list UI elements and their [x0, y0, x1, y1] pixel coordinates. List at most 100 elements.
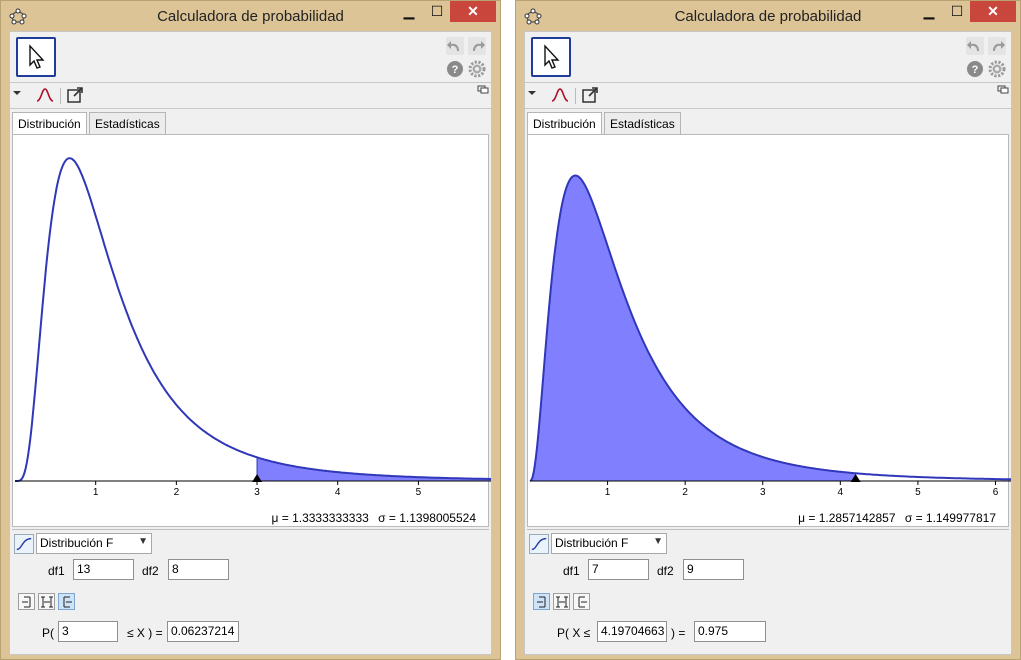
probability-result-field[interactable]: 0.975 — [694, 621, 766, 642]
export-icon[interactable] — [579, 84, 601, 106]
upper-bound-field[interactable]: 4.19704663 — [597, 621, 667, 642]
undo-icon[interactable] — [966, 37, 984, 55]
left-sided-button[interactable] — [533, 593, 550, 610]
move-tool-button[interactable] — [531, 37, 571, 77]
param2-label: df2 — [657, 564, 674, 578]
shaded-probability-area — [530, 175, 856, 481]
x-tick-label: 3 — [760, 487, 766, 498]
tab-estadisticas[interactable]: Estadísticas — [89, 112, 166, 134]
probability-result-field[interactable]: 0.06237214 — [167, 621, 239, 642]
df1-field[interactable]: 13 — [73, 559, 134, 580]
settings-gear-icon[interactable] — [468, 60, 486, 78]
distribution-plot-panel: 1 2 3 4 5 μ = 1.3333333333 σ = 1.1398005524 — [12, 134, 491, 527]
sd-value: σ = 1.149977817 — [904, 511, 996, 525]
distribution-select-value: Distribución F — [40, 536, 114, 550]
right-interval-icon — [63, 596, 72, 608]
svg-text:?: ? — [452, 64, 459, 76]
two-sided-interval-icon — [556, 596, 568, 608]
probability-calculator-window-right: Calculadora de probabilidad ▁ ☐ ✕ ? — [515, 0, 1021, 660]
geogebra-icon — [524, 8, 542, 25]
left-interval-icon — [537, 596, 546, 608]
distribution-select-value: Distribución F — [555, 536, 629, 550]
x-tick-label: 1 — [93, 487, 99, 498]
lower-bound-field[interactable]: 3 — [58, 621, 118, 642]
window-title: Calculadora de probabilidad — [674, 8, 862, 25]
close-button[interactable]: ✕ — [970, 1, 1016, 22]
right-interval-icon — [578, 596, 587, 608]
dock-icon[interactable] — [997, 84, 1009, 96]
x-tick-label: 2 — [682, 487, 688, 498]
cursor-arrow-icon — [29, 44, 45, 69]
menu-dropdown-icon[interactable] — [10, 84, 24, 106]
density-curve — [529, 174, 1011, 482]
tab-estadisticas[interactable]: Estadísticas — [604, 112, 681, 134]
param2-label: df2 — [142, 564, 159, 578]
statistics-readout: μ = 1.3333333333 σ = 1.1398005524 — [265, 511, 476, 525]
left-interval-icon — [22, 596, 31, 608]
export-icon[interactable] — [64, 84, 86, 106]
move-tool-button[interactable] — [16, 37, 56, 77]
cursor-arrow-icon — [544, 44, 560, 69]
df1-field[interactable]: 7 — [588, 559, 649, 580]
chevron-down-icon: ▼ — [653, 536, 663, 547]
mean-value: μ = 1.2857142857 — [798, 511, 896, 525]
x-tick-label: 5 — [915, 487, 921, 498]
x-tick-label: 6 — [993, 487, 999, 498]
x-tick-label: 4 — [335, 487, 341, 498]
x-tick-label: 3 — [254, 487, 260, 498]
f-distribution-chart: 1 2 3 4 5 — [15, 157, 491, 498]
tab-distribucion[interactable]: Distribución — [527, 112, 602, 135]
help-icon[interactable]: ? — [966, 60, 984, 78]
probability-calculator-window-left: Calculadora de probabilidad ▁ ☐ ✕ ? — [0, 0, 501, 660]
window-client: ? Distribución Estadísticas 1 2 3 4 5 6 — [524, 31, 1012, 655]
maximize-button[interactable]: ☐ — [950, 3, 964, 19]
df2-field[interactable]: 8 — [168, 559, 229, 580]
probability-operator: ) = — [671, 626, 686, 640]
param1-label: df1 — [48, 564, 65, 578]
mean-value: μ = 1.3333333333 — [271, 511, 369, 525]
bound-marker — [850, 474, 861, 482]
distribution-select[interactable]: Distribución F ▼ — [36, 533, 152, 554]
redo-icon[interactable] — [468, 37, 486, 55]
normal-overlay-icon[interactable] — [34, 84, 56, 106]
sd-value: σ = 1.1398005524 — [378, 511, 476, 525]
probability-prefix: P( X ≤ — [557, 626, 591, 640]
shaded-probability-area — [257, 457, 491, 481]
probability-operator: ≤ X ) = — [127, 626, 163, 640]
settings-gear-icon[interactable] — [988, 60, 1006, 78]
title-bar[interactable]: Calculadora de probabilidad ▁ ☐ ✕ — [516, 1, 1020, 31]
x-tick-label: 4 — [838, 487, 844, 498]
x-tick-label: 1 — [605, 487, 611, 498]
title-bar[interactable]: Calculadora de probabilidad ▁ ☐ ✕ — [1, 1, 500, 31]
help-icon[interactable]: ? — [446, 60, 464, 78]
interval-button[interactable] — [38, 593, 55, 610]
param1-label: df1 — [563, 564, 580, 578]
redo-icon[interactable] — [988, 37, 1006, 55]
two-sided-interval-icon — [41, 596, 53, 608]
statistics-readout: μ = 1.2857142857 σ = 1.149977817 — [792, 511, 996, 525]
normal-overlay-icon[interactable] — [549, 84, 571, 106]
x-tick-label: 5 — [416, 487, 422, 498]
density-curve — [15, 157, 491, 482]
x-tick-label: 2 — [174, 487, 180, 498]
maximize-button[interactable]: ☐ — [430, 3, 444, 19]
bound-marker — [252, 474, 263, 482]
cumulative-toggle-icon[interactable] — [529, 534, 549, 554]
window-client: ? Distribución Estadísticas 1 2 3 4 5 — [9, 31, 492, 655]
interval-button[interactable] — [553, 593, 570, 610]
right-sided-button[interactable] — [573, 593, 590, 610]
tab-distribucion[interactable]: Distribución — [12, 112, 87, 135]
left-sided-button[interactable] — [18, 593, 35, 610]
undo-icon[interactable] — [446, 37, 464, 55]
dock-icon[interactable] — [477, 84, 489, 96]
window-title: Calculadora de probabilidad — [157, 8, 344, 25]
minimize-button[interactable]: ▁ — [403, 3, 415, 19]
cumulative-toggle-icon[interactable] — [14, 534, 34, 554]
right-sided-button[interactable] — [58, 593, 75, 610]
df2-field[interactable]: 9 — [683, 559, 744, 580]
close-button[interactable]: ✕ — [450, 1, 496, 22]
menu-dropdown-icon[interactable] — [525, 84, 539, 106]
minimize-button[interactable]: ▁ — [923, 3, 935, 19]
svg-text:?: ? — [972, 64, 979, 76]
distribution-select[interactable]: Distribución F ▼ — [551, 533, 667, 554]
